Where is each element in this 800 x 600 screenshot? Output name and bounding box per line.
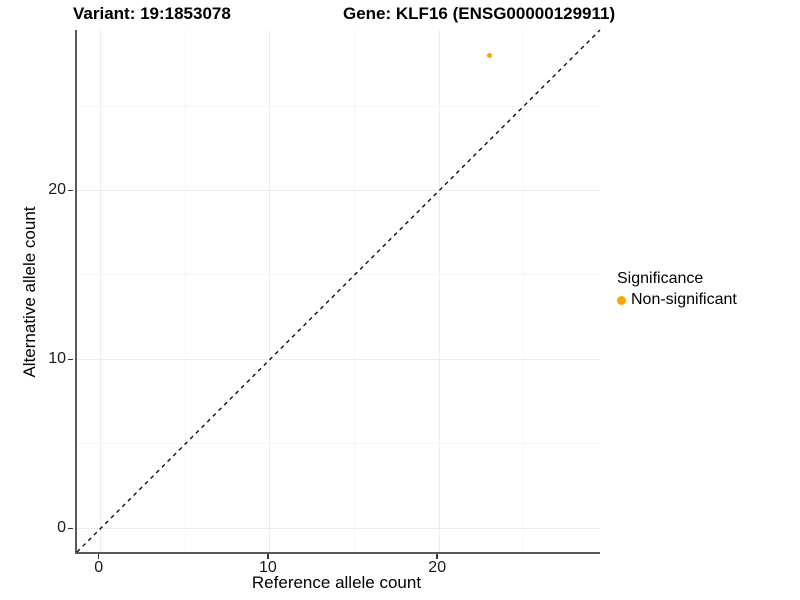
gridline <box>354 30 356 552</box>
x-tick-mark <box>436 554 438 559</box>
plot-title-gene: Gene: KLF16 (ENSG00000129911) <box>343 4 616 23</box>
x-tick-mark <box>97 554 100 559</box>
y-tick-mark <box>68 189 73 192</box>
gridline <box>77 527 600 529</box>
plot-panel <box>75 29 601 554</box>
identity-line-layer <box>76 29 601 553</box>
data-point <box>487 52 493 58</box>
plot-title-variant: Variant: 19:1853078 <box>73 4 231 23</box>
legend-title: Significance <box>617 270 704 287</box>
y-tick-label: 20 <box>48 181 66 199</box>
x-tick-mark <box>267 554 269 559</box>
y-tick-label: 0 <box>57 519 66 537</box>
gridline <box>184 30 186 552</box>
x-tick-label: 0 <box>94 559 104 576</box>
y-tick-label: 10 <box>48 350 66 368</box>
y-tick-mark <box>68 358 73 361</box>
legend-point-icon <box>617 295 626 305</box>
gridline <box>100 30 102 552</box>
legend-entries: Non-significant <box>617 291 737 309</box>
x-tick-label: 10 <box>259 559 277 576</box>
y-tick-mark <box>68 527 73 530</box>
gridline <box>438 30 440 552</box>
y-axis-title: Alternative allele count <box>20 206 39 378</box>
x-tick-label: 20 <box>428 559 447 576</box>
gridline <box>77 274 600 276</box>
legend: Significance Non-significant <box>617 270 737 309</box>
gridline <box>77 189 600 191</box>
legend-label: Non-significant <box>631 291 737 308</box>
gridline <box>77 443 600 445</box>
legend-entry: Non-significant <box>617 291 737 309</box>
gridline <box>77 358 600 360</box>
gridline <box>77 105 600 107</box>
gridline <box>523 30 525 552</box>
gridline <box>269 30 271 552</box>
identity-line <box>76 29 601 553</box>
x-axis-title: Reference allele count <box>251 573 422 592</box>
